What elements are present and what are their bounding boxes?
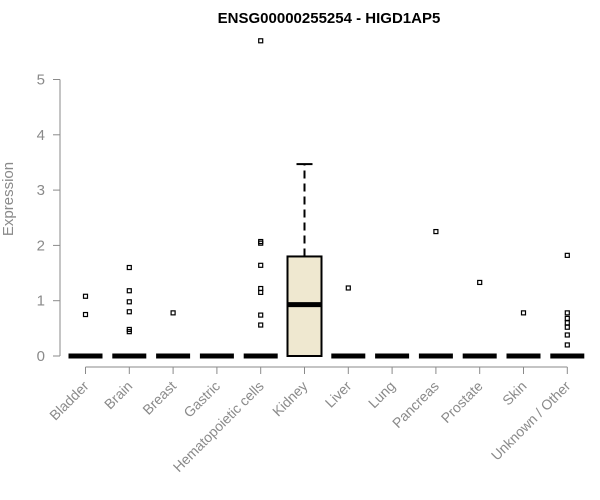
box-kidney	[286, 163, 323, 357]
outlier-point	[345, 285, 351, 291]
y-tick-label: 4	[37, 127, 45, 144]
y-tick-label: 0	[37, 348, 45, 365]
outlier-point	[126, 309, 132, 315]
outlier-point	[477, 279, 483, 286]
box-prostate	[462, 279, 497, 359]
outlier-point	[258, 240, 264, 246]
x-tick-label: Liver	[322, 378, 355, 411]
chart-title: ENSG00000255254 - HIGD1AP5	[218, 10, 441, 27]
x-tick-label: Brain	[101, 378, 135, 412]
x-tick-label: Skin	[499, 378, 530, 409]
y-axis: 0 1 2 3 4 5	[37, 72, 61, 365]
outlier-point	[82, 293, 89, 299]
boxplot-series	[68, 38, 585, 359]
box-skin	[506, 310, 541, 359]
outlier-point	[564, 320, 570, 326]
box-unknown-other	[550, 252, 585, 359]
box-bladder	[68, 293, 103, 359]
x-tick-label: Pancreas	[389, 378, 442, 431]
y-axis-label: Expression	[0, 162, 17, 236]
outlier-point	[564, 324, 570, 330]
y-tick-label: 1	[37, 293, 45, 310]
outlier-point	[126, 264, 132, 271]
outlier-point	[258, 38, 264, 44]
x-tick-label: Unknown / Other	[488, 378, 574, 464]
box-pancreas	[418, 228, 453, 359]
outlier-point	[564, 342, 570, 348]
y-tick-label: 2	[37, 237, 45, 254]
outlier-point	[126, 288, 132, 294]
y-tick-label: 3	[37, 182, 45, 199]
box-liver	[331, 285, 366, 359]
x-tick-label: Lung	[365, 378, 398, 411]
outlier-point	[520, 310, 527, 316]
box-brain	[112, 264, 147, 359]
outlier-point	[433, 228, 439, 235]
outlier-point	[258, 322, 264, 328]
outlier-point	[258, 312, 264, 318]
outlier-point	[126, 299, 132, 305]
outlier-point	[564, 332, 570, 338]
outlier-point	[564, 252, 570, 258]
x-tick-label: Breast	[139, 378, 179, 418]
x-tick-label: Gastric	[180, 378, 223, 421]
x-tick-label: Bladder	[46, 378, 92, 424]
box-breast	[156, 310, 191, 359]
outlier-point	[126, 329, 132, 335]
outlier-point	[82, 311, 89, 318]
outlier-point	[170, 310, 176, 316]
outlier-point	[258, 262, 264, 268]
box-hematopoietic-cells	[243, 38, 278, 359]
outlier-point	[564, 315, 570, 321]
y-tick-label: 5	[37, 72, 45, 89]
x-tick-label: Kidney	[269, 378, 311, 420]
x-tick-label: Prostate	[438, 378, 486, 426]
outlier-point	[564, 310, 570, 316]
outlier-point	[258, 289, 264, 296]
